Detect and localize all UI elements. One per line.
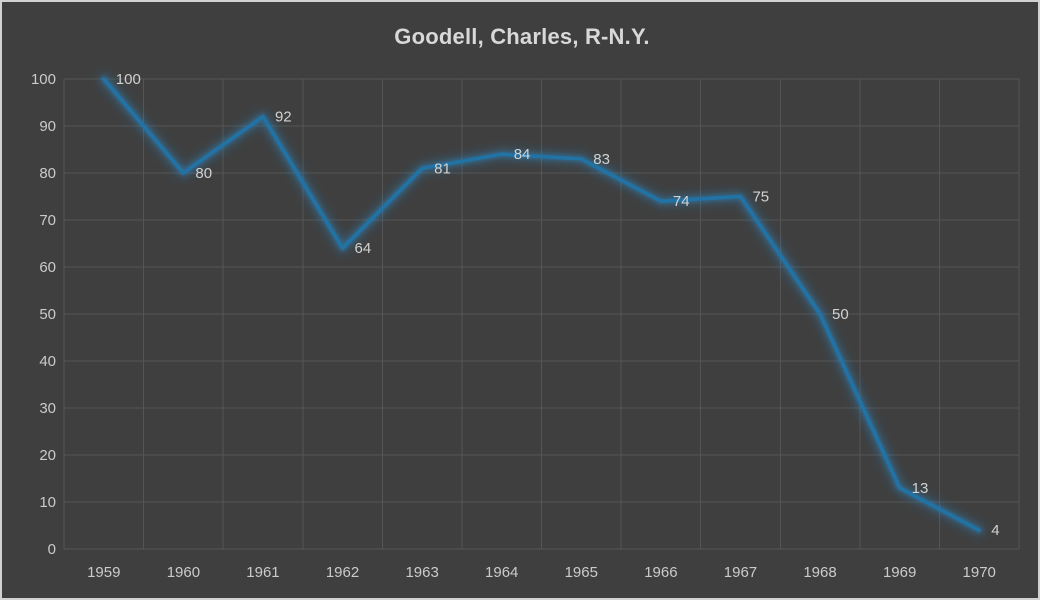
- y-axis-tick-label: 10: [39, 494, 56, 511]
- data-label: 80: [195, 165, 212, 182]
- y-axis-tick-label: 40: [39, 353, 56, 370]
- y-axis-tick-label: 60: [39, 259, 56, 276]
- data-label: 75: [752, 189, 769, 206]
- chart-title: Goodell, Charles, R-N.Y.: [394, 24, 650, 49]
- data-label: 84: [514, 146, 531, 163]
- y-axis-tick-label: 0: [48, 541, 56, 558]
- x-axis-tick-label: 1968: [803, 564, 836, 581]
- data-label: 4: [991, 522, 999, 539]
- y-axis-tick-label: 100: [31, 71, 56, 88]
- data-label: 74: [673, 193, 690, 210]
- data-label: 81: [434, 160, 451, 177]
- y-axis-tick-label: 70: [39, 212, 56, 229]
- data-label: 50: [832, 306, 849, 323]
- y-axis-tick-label: 20: [39, 447, 56, 464]
- x-axis-tick-label: 1966: [644, 564, 677, 581]
- x-axis-tick-label: 1969: [883, 564, 916, 581]
- x-axis-tick-label: 1970: [963, 564, 996, 581]
- y-axis-tick-label: 80: [39, 165, 56, 182]
- x-axis-tick-label: 1962: [326, 564, 359, 581]
- x-axis-tick-label: 1964: [485, 564, 518, 581]
- y-axis-tick-label: 30: [39, 400, 56, 417]
- x-axis-tick-label: 1960: [167, 564, 200, 581]
- y-axis-tick-label: 50: [39, 306, 56, 323]
- x-axis-tick-label: 1965: [565, 564, 598, 581]
- x-axis-tick-label: 1961: [246, 564, 279, 581]
- data-label: 92: [275, 109, 292, 126]
- x-axis-tick-label: 1959: [87, 564, 120, 581]
- x-axis-tick-label: 1967: [724, 564, 757, 581]
- data-label: 100: [116, 71, 141, 88]
- series-line: [102, 77, 981, 532]
- y-axis-tick-label: 90: [39, 118, 56, 135]
- data-label: 13: [912, 480, 929, 497]
- data-label: 64: [355, 240, 372, 257]
- x-axis-tick-label: 1963: [405, 564, 438, 581]
- data-label: 83: [593, 151, 610, 168]
